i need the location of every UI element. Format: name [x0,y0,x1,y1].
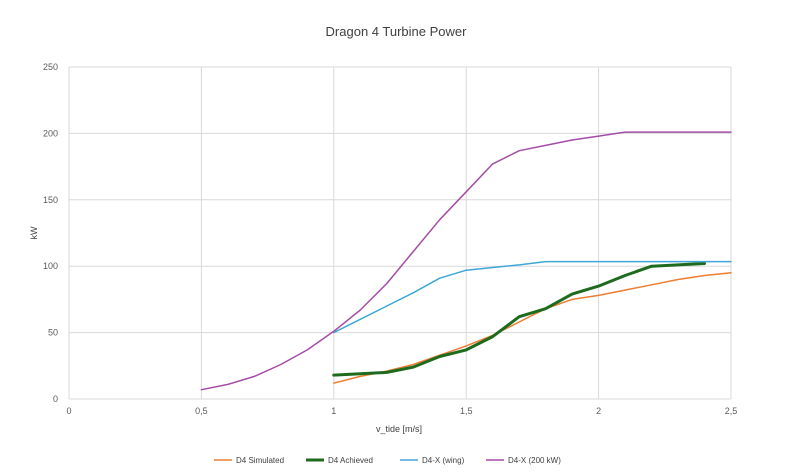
y-tick-label: 50 [48,328,58,338]
y-tick-label: 200 [43,128,58,138]
legend[interactable]: D4 Simulated D4 Achieved D4-X (wing) D4-X (… [214,456,561,465]
series-line-3 [333,260,732,334]
y-tick-label: 0 [53,394,58,404]
y-tick-label: 100 [43,261,58,271]
legend-item-1[interactable]: D4 Simulated [214,456,284,465]
series-lines [200,131,732,391]
legend-label: D4 Achieved [328,456,373,465]
x-tick-labels: 0 0,5 1 1,5 2 2,5 [66,406,737,416]
x-tick-label: 1 [331,406,336,416]
x-tick-label: 2,5 [725,406,738,416]
y-tick-label: 250 [43,62,58,72]
y-tick-label: 150 [43,195,58,205]
x-tick-label: 0,5 [195,406,208,416]
legend-label: D4-X (wing) [422,456,465,465]
legend-item-4[interactable]: D4-X (200 kW) [486,456,561,465]
y-axis-label: kW [29,226,39,240]
legend-item-3[interactable]: D4-X (wing) [400,456,465,465]
x-tick-label: 2 [596,406,601,416]
x-tick-label: 1,5 [460,406,473,416]
grid [68,66,732,400]
series-line-4 [200,131,732,391]
legend-label: D4 Simulated [236,456,284,465]
chart-title: Dragon 4 Turbine Power [326,24,468,39]
x-tick-label: 0 [66,406,71,416]
y-tick-labels: 0 50 100 150 200 250 [43,62,58,404]
legend-label: D4-X (200 kW) [508,456,561,465]
legend-item-2[interactable]: D4 Achieved [306,456,373,465]
series-line-1 [333,272,732,384]
series-line-2 [332,262,706,377]
x-axis-label: v_tide [m/s] [376,424,422,434]
